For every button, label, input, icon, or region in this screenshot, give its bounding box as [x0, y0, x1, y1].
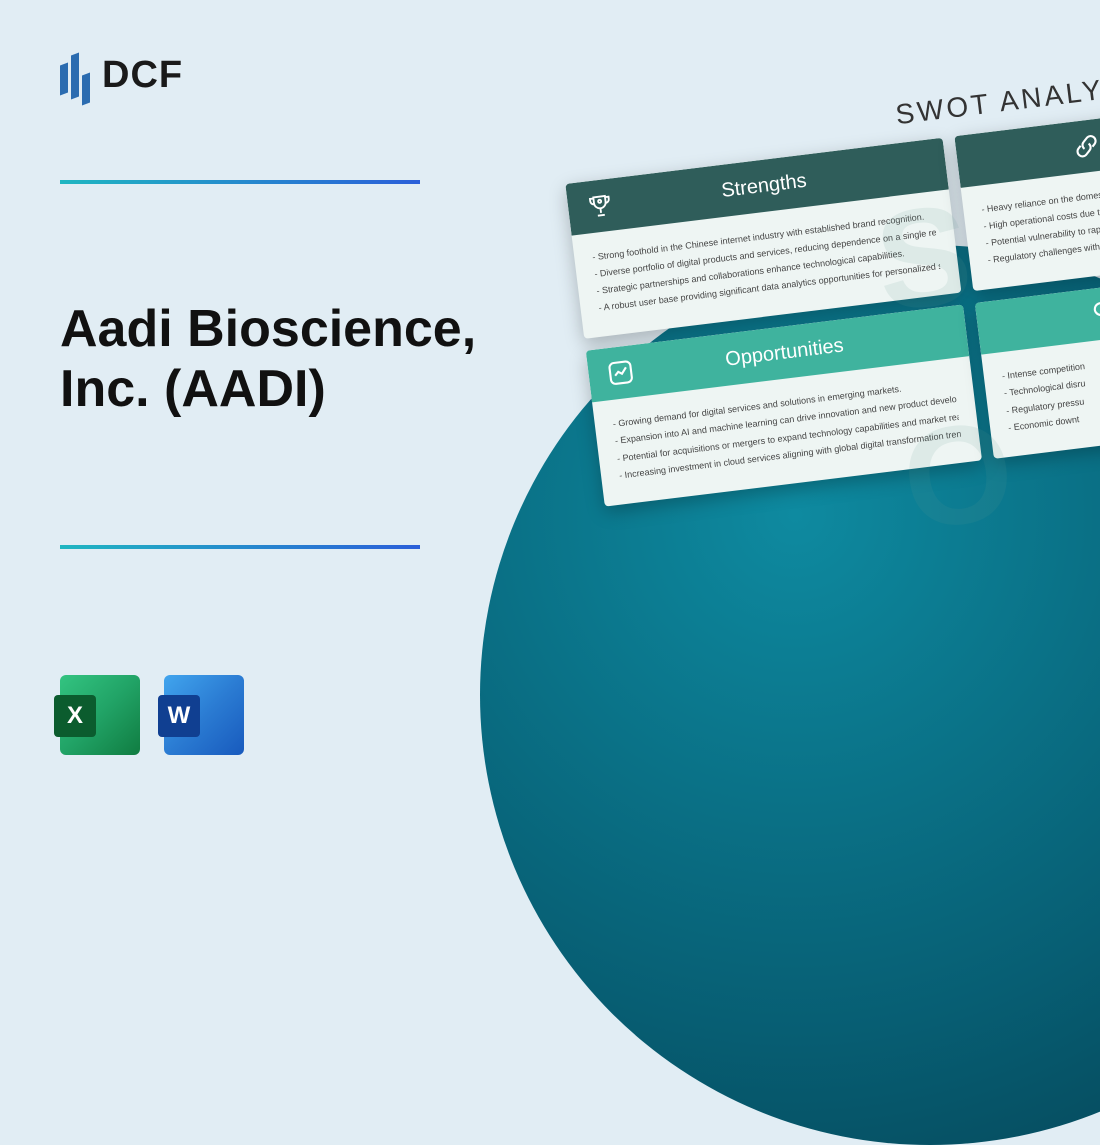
chain-icon [1071, 131, 1100, 162]
storm-icon [1091, 298, 1100, 329]
chart-icon [605, 357, 636, 388]
swot-card-threats: - Intense competition - Technological di… [975, 272, 1100, 459]
divider-bottom [60, 545, 420, 549]
divider-top [60, 180, 420, 184]
logo-text: DCF [102, 54, 183, 97]
logo-bars-icon [60, 50, 90, 100]
excel-icon: X [60, 675, 140, 755]
swot-card-strengths: Strengths - Strong foothold in the Chine… [565, 138, 961, 340]
swot-panel: SWOT ANALYSIS S O Strengths - Strong foo… [560, 62, 1100, 506]
trophy-icon [585, 190, 616, 221]
page-title: Aadi Bioscience, Inc. (AADI) [60, 300, 480, 420]
file-icons: X W [60, 675, 244, 755]
logo: DCF [60, 50, 183, 100]
word-icon: W [164, 675, 244, 755]
swot-card-weaknesses: - Heavy reliance on the domestic - High … [954, 105, 1100, 292]
